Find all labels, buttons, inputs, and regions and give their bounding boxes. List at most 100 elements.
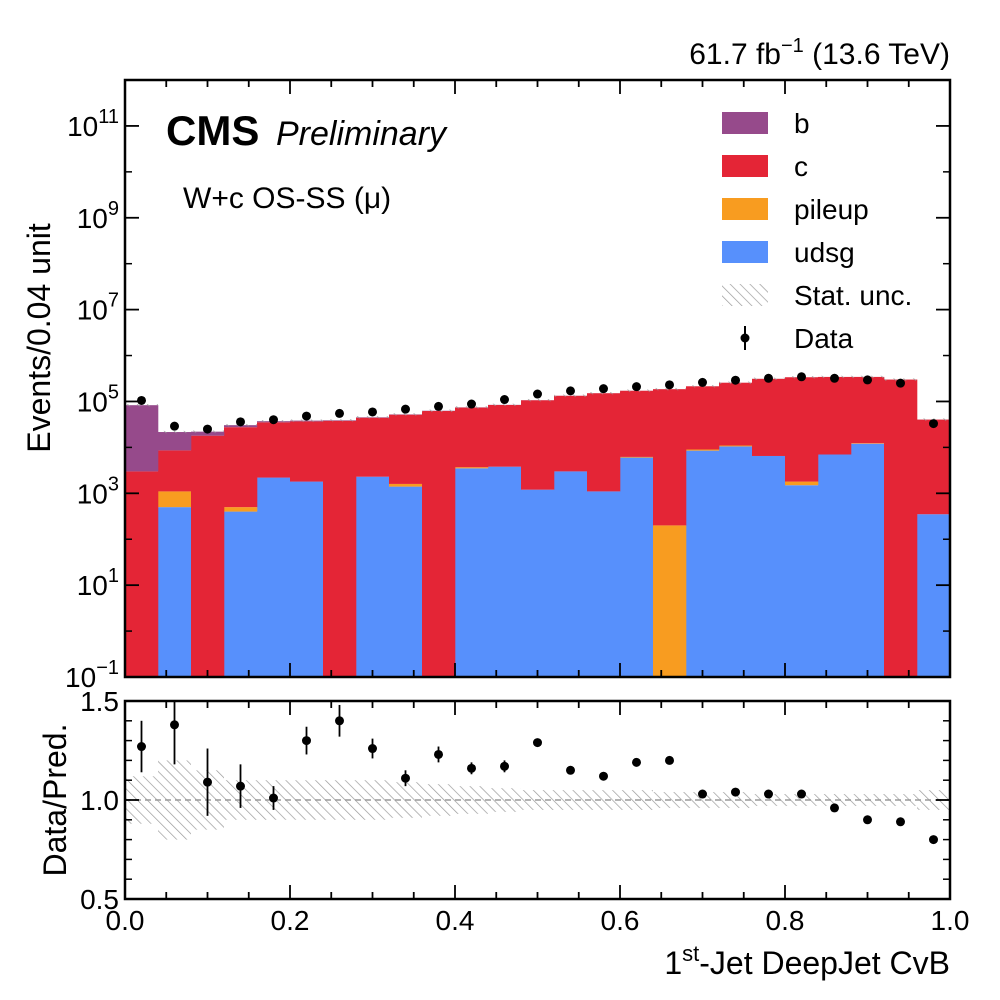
- legend-label: b: [794, 108, 810, 139]
- bar-udsg-12: [521, 489, 555, 677]
- bar-c-3: [224, 427, 258, 508]
- ratio-y-tick-label: 0.5: [80, 884, 119, 915]
- data-point-9: [434, 401, 443, 411]
- legend-swatch-stat-unc: [722, 284, 768, 306]
- bar-udsg-20: [785, 485, 819, 677]
- data-point-12: [533, 389, 542, 399]
- data-point-4: [269, 415, 278, 425]
- bar-udsg-8: [389, 486, 423, 677]
- ratio-unc-24: [917, 790, 950, 810]
- bar-c-2: [191, 435, 225, 677]
- data-point-7: [368, 407, 377, 417]
- y-tick-label: 109: [77, 198, 119, 234]
- data-point-5: [302, 411, 311, 421]
- bar-c-21: [818, 376, 852, 455]
- bar-c-7: [356, 417, 390, 477]
- ratio-point-7: [368, 744, 377, 754]
- x-tick-label: 1.0: [931, 905, 970, 936]
- y-tick-label: 1011: [67, 106, 119, 142]
- stat-unc-12: [521, 398, 554, 402]
- bar-pileup-3: [224, 507, 258, 512]
- ratio-point-12: [533, 738, 542, 748]
- stat-unc-8: [389, 413, 422, 416]
- bar-pileup-15: [620, 456, 654, 458]
- bar-udsg-1: [158, 507, 192, 677]
- stat-unc-11: [488, 403, 521, 407]
- bar-c-20: [785, 377, 819, 482]
- data-point-16: [665, 380, 674, 390]
- ratio-point-10: [467, 763, 476, 773]
- stat-unc-14: [587, 392, 620, 395]
- bar-udsg-19: [752, 455, 786, 677]
- y-tick-label: 101: [77, 565, 119, 601]
- bar-pileup-1: [158, 491, 192, 508]
- channel-label: W+c OS-SS (μ): [183, 182, 391, 215]
- bar-c-10: [455, 407, 489, 468]
- bar-udsg-15: [620, 457, 654, 677]
- bar-udsg-3: [224, 511, 258, 677]
- ratio-point-0: [137, 742, 146, 752]
- bar-c-22: [851, 376, 885, 444]
- data-point-21: [830, 373, 839, 383]
- bar-c-0: [125, 471, 159, 677]
- main-frame: [123, 78, 952, 679]
- y-tick-label: 105: [77, 381, 119, 417]
- legend-label: Stat. unc.: [794, 280, 912, 311]
- bar-c-12: [521, 400, 555, 490]
- legend-swatch-c: [722, 155, 768, 177]
- bar-udsg-14: [587, 491, 621, 677]
- bar-c-15: [620, 390, 654, 457]
- y-tick-label: 103: [77, 473, 119, 509]
- x-tick-label: 0.8: [766, 905, 805, 936]
- legend-swatch-pileup: [722, 198, 768, 220]
- data-point-11: [500, 395, 509, 405]
- legend-swatch-b: [722, 112, 768, 134]
- bar-udsg-5: [290, 481, 324, 677]
- data-point-23: [896, 378, 905, 388]
- bar-c-19: [752, 378, 786, 456]
- bar-c-16: [653, 389, 687, 526]
- bar-udsg-22: [851, 443, 885, 677]
- bar-udsg-17: [686, 450, 720, 677]
- lumi-label: 61.7 fb−1 (13.6 TeV): [689, 35, 950, 71]
- ratio-unc-17: [686, 792, 719, 808]
- bar-pileup-17: [686, 449, 720, 451]
- bar-c-6: [323, 420, 357, 677]
- bar-udsg-18: [719, 446, 753, 677]
- preliminary-label: Preliminary: [276, 115, 448, 153]
- bar-c-24: [917, 419, 950, 515]
- ratio-point-20: [797, 789, 806, 799]
- ratio-point-21: [830, 803, 839, 813]
- bar-b-0: [125, 405, 159, 472]
- data-point-10: [467, 399, 476, 409]
- ratio-point-22: [863, 815, 872, 825]
- ratio-point-1: [170, 720, 179, 730]
- ratio-point-18: [731, 787, 740, 797]
- y-tick-label: 107: [77, 290, 119, 326]
- y-tick-label: 10−1: [65, 657, 119, 693]
- bar-c-9: [422, 410, 456, 677]
- data-point-13: [566, 386, 575, 396]
- bar-c-18: [719, 382, 753, 446]
- stat-unc-6: [323, 419, 356, 422]
- ratio-y-tick-label: 1.5: [80, 686, 119, 717]
- data-points: [137, 372, 938, 434]
- ratio-y-tick-label: 1.0: [80, 785, 119, 816]
- data-point-22: [863, 375, 872, 385]
- bar-c-4: [257, 422, 291, 478]
- bar-udsg-4: [257, 477, 291, 677]
- legend-label: pileup: [794, 194, 869, 225]
- ratio-point-8: [401, 773, 410, 783]
- ratio-point-5: [302, 736, 311, 746]
- legend-label: c: [794, 151, 808, 182]
- ratio-unc-11: [488, 788, 521, 812]
- stat-unc-0: [125, 404, 158, 407]
- bar-c-11: [488, 404, 522, 467]
- bar-c-14: [587, 393, 621, 492]
- bar-udsg-7: [356, 476, 390, 677]
- data-point-14: [599, 384, 608, 394]
- bar-udsg-13: [554, 471, 588, 677]
- stat-unc-5: [290, 419, 323, 422]
- stack-bars: [125, 376, 950, 677]
